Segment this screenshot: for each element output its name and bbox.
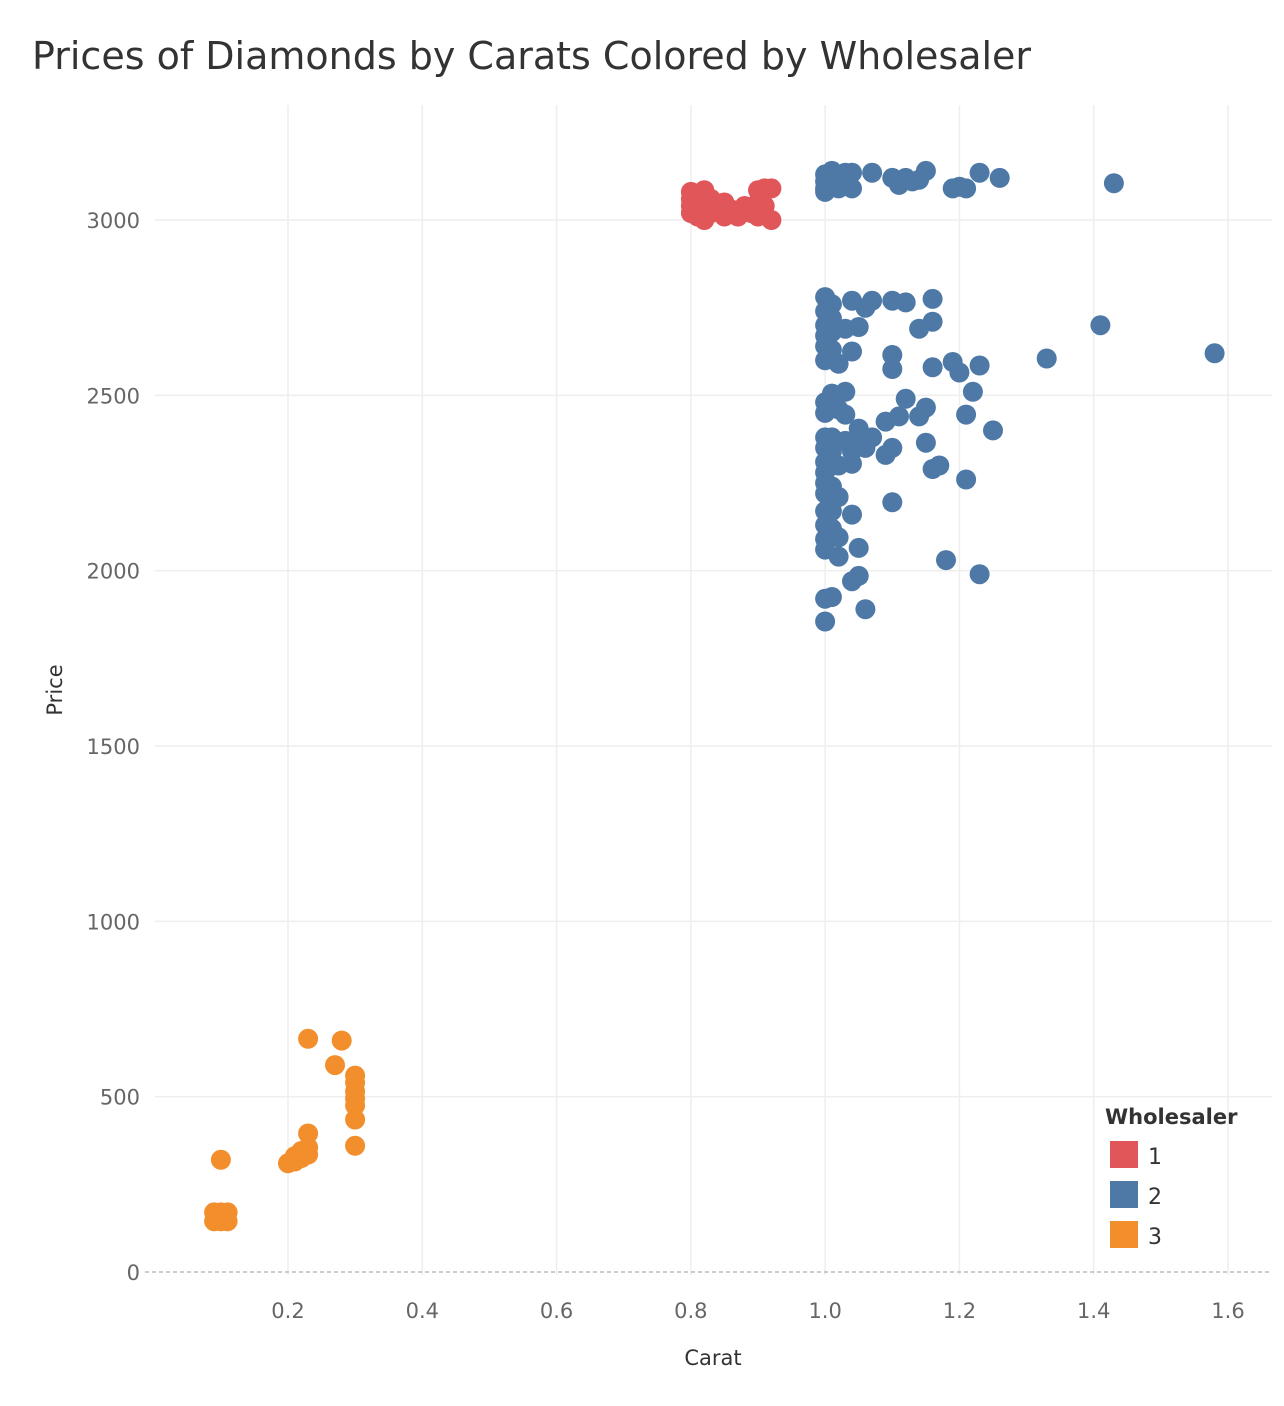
point-series-3-16 [325,1055,345,1076]
point-series-2-106 [936,550,956,571]
legend-label-1: 1 [1148,1145,1162,1170]
y-tick-label-6: 3000 [87,209,140,233]
y-tick-label-2: 1000 [87,910,140,934]
point-series-2-105 [882,492,903,513]
point-series-2-39 [842,341,862,362]
data-points [204,160,1225,1232]
point-series-2-55 [1036,348,1057,369]
grid-lines [155,105,1272,1275]
legend[interactable]: Wholesaler 1 2 3 [1105,1105,1238,1250]
y-tick-label-0: 0 [127,1261,140,1285]
point-series-3-17 [331,1030,352,1051]
series-3 [204,1028,366,1232]
legend-swatch-1 [1110,1141,1138,1168]
x-tick-label-2: 0.6 [540,1299,573,1323]
point-series-2-84 [862,427,883,448]
legend-label-2: 2 [1148,1185,1162,1210]
x-tick-label-1: 0.4 [406,1299,439,1323]
legend-swatch-3 [1110,1221,1138,1248]
point-series-3-23 [345,1109,366,1130]
series-2 [815,160,1225,632]
point-series-2-24 [989,167,1010,188]
point-series-2-62 [835,381,856,402]
point-series-2-54 [962,381,983,402]
x-tick-label-3: 0.8 [674,1299,707,1323]
point-series-1-25 [761,178,782,199]
point-series-2-33 [821,308,842,329]
point-series-2-113 [815,611,836,632]
point-series-2-36 [828,353,849,374]
point-series-2-32 [821,294,842,315]
point-series-2-52 [949,362,970,383]
point-series-2-69 [915,397,936,418]
point-series-2-40 [848,317,869,337]
point-series-2-22 [956,178,977,199]
point-series-2-50 [922,357,943,378]
point-series-2-70 [956,404,977,425]
point-series-2-57 [1204,343,1225,364]
y-tick-label-3: 1500 [87,735,140,759]
point-series-2-53 [969,355,990,376]
x-axis-title: Carat [684,1346,741,1370]
point-series-2-66 [889,406,909,427]
y-tick-label-1: 500 [100,1086,140,1110]
x-tick-label-6: 1.4 [1077,1299,1110,1323]
point-series-2-89 [929,455,950,476]
point-series-2-90 [956,469,977,490]
point-series-3-22 [345,1095,366,1116]
point-series-2-11 [842,162,862,183]
point-series-2-13 [862,162,883,183]
point-series-2-47 [922,311,943,332]
point-series-2-63 [835,404,856,425]
point-series-2-112 [855,599,876,620]
legend-label-3: 3 [1148,1225,1162,1250]
point-series-2-56 [1090,315,1111,336]
point-series-2-107 [969,564,990,585]
point-series-2-12 [842,178,862,199]
point-series-2-109 [821,587,842,607]
point-series-2-42 [862,290,883,311]
point-series-2-19 [915,160,936,181]
point-series-2-111 [848,565,869,586]
legend-title: Wholesaler [1105,1105,1238,1129]
point-series-2-67 [895,388,916,409]
point-series-2-44 [895,292,916,313]
series-1 [680,178,782,230]
point-series-3-14 [298,1123,319,1144]
y-tick-label-4: 2000 [87,560,140,584]
x-tick-label-7: 1.6 [1211,1299,1244,1323]
point-series-3-6 [217,1211,238,1232]
point-series-2-104 [848,537,869,558]
point-series-3-15 [298,1028,319,1049]
point-series-2-100 [828,487,849,507]
point-series-2-81 [842,453,862,474]
point-series-2-48 [882,345,903,365]
point-series-3-24 [345,1135,366,1156]
point-series-3-13 [298,1137,319,1158]
x-tick-label-0: 0.2 [271,1299,304,1323]
y-tick-label-5: 2500 [87,384,140,408]
point-series-2-71 [983,420,1003,441]
point-series-3-4 [210,1149,231,1170]
point-series-2-46 [922,288,943,309]
x-tick-label-4: 1.0 [808,1299,841,1323]
point-series-2-101 [828,527,849,548]
point-series-2-86 [882,437,903,458]
point-series-1-26 [761,210,782,230]
x-tick-label-5: 1.2 [943,1299,976,1323]
point-series-2-49 [882,359,903,379]
point-series-2-102 [828,546,849,567]
point-series-2-103 [842,504,862,525]
y-axis-title: Price [43,664,67,715]
chart-title: Prices of Diamonds by Carats Colored by … [32,34,1032,78]
point-series-2-25 [1103,173,1124,194]
x-axis-ticks: 0.2 0.4 0.6 0.8 1.0 1.2 1.4 1.6 [271,1299,1244,1323]
point-series-2-23 [969,162,990,183]
legend-swatch-2 [1110,1181,1138,1208]
point-series-2-87 [915,432,936,453]
legend-items: 1 2 3 [1110,1141,1162,1250]
y-axis-ticks: 0 500 1000 1500 2000 2500 3000 [87,209,140,1285]
